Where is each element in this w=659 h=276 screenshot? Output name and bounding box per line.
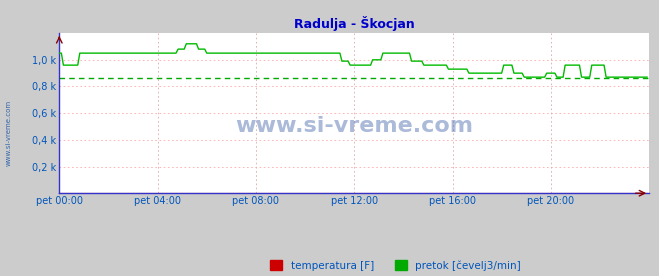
Text: www.si-vreme.com: www.si-vreme.com	[5, 99, 12, 166]
Text: www.si-vreme.com: www.si-vreme.com	[235, 116, 473, 136]
Legend: temperatura [F], pretok [čevelj3/min]: temperatura [F], pretok [čevelj3/min]	[266, 256, 525, 275]
Title: Radulja - Škocjan: Radulja - Škocjan	[294, 15, 415, 31]
